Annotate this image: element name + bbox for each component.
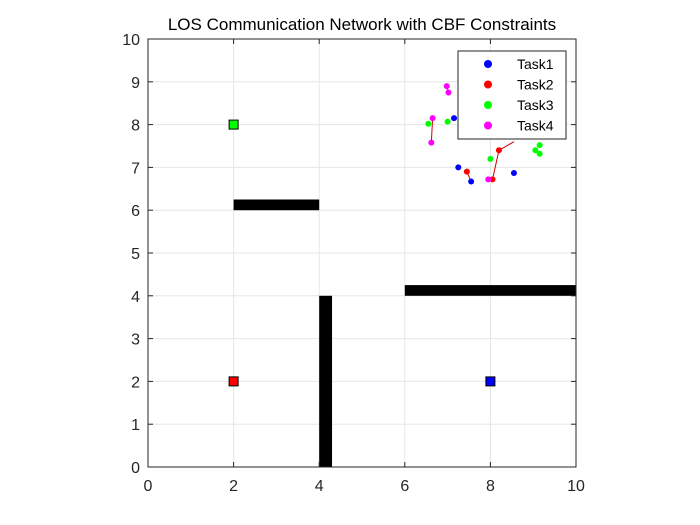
y-tick-label: 4 (131, 289, 140, 306)
y-tick-label: 7 (131, 160, 140, 177)
data-point-task3 (536, 142, 543, 149)
y-tick-label: 2 (131, 374, 140, 391)
data-point-task4 (429, 115, 436, 122)
y-tick-label: 8 (131, 118, 140, 135)
target-square (485, 376, 496, 387)
y-tick-label: 6 (131, 203, 140, 220)
agent-points (425, 83, 543, 185)
legend-label: Task3 (517, 97, 554, 113)
legend-label: Task2 (517, 77, 554, 93)
x-tick-label: 8 (486, 478, 495, 495)
data-point-task4 (485, 176, 492, 183)
link-line (492, 150, 500, 180)
data-point-task3 (444, 118, 451, 125)
data-point-task1 (455, 164, 462, 171)
data-point-task2 (489, 176, 496, 183)
axis-ticks: 0 2 4 6 8 10 0 1 2 3 4 5 6 7 8 9 10 (122, 32, 585, 495)
x-tick-label: 6 (400, 478, 409, 495)
obstacle (233, 199, 320, 211)
data-point-task3 (425, 120, 432, 127)
data-point-task4 (428, 139, 435, 146)
legend-marker-task1 (484, 60, 492, 68)
obstacle (319, 295, 333, 467)
y-tick-label: 9 (131, 75, 140, 92)
legend: Task1 Task2 Task3 Task4 (457, 50, 567, 140)
x-tick-label: 0 (144, 478, 153, 495)
data-point-task3 (532, 147, 539, 154)
target-square (228, 119, 239, 130)
data-point-task3 (536, 150, 543, 157)
data-point-task2 (495, 147, 502, 154)
link-line (430, 118, 434, 143)
legend-label: Task4 (517, 118, 554, 134)
x-tick-label: 4 (315, 478, 324, 495)
data-point-task1 (451, 115, 458, 122)
y-tick-label: 5 (131, 246, 140, 263)
legend-marker-task2 (484, 80, 492, 89)
x-tick-label: 2 (229, 478, 238, 495)
data-point-task2 (463, 168, 470, 175)
y-tick-label: 10 (122, 32, 140, 49)
legend-marker-task3 (484, 101, 492, 109)
legend-label: Task1 (517, 56, 554, 72)
legend-box (457, 50, 567, 140)
data-point-task1 (510, 169, 517, 176)
legend-marker-task4 (484, 121, 492, 130)
chart-title: LOS Communication Network with CBF Const… (168, 15, 556, 34)
y-tick-label: 1 (131, 417, 140, 434)
y-tick-label: 3 (131, 332, 140, 349)
data-point-task3 (487, 155, 494, 162)
target-square (228, 376, 239, 387)
data-point-task4 (445, 89, 452, 96)
y-tick-label: 0 (131, 460, 140, 477)
obstacles (233, 199, 576, 467)
target-markers (228, 119, 496, 387)
data-point-task4 (443, 83, 450, 90)
obstacle (404, 285, 576, 296)
data-point-task1 (468, 178, 475, 185)
x-tick-label: 10 (567, 478, 585, 495)
